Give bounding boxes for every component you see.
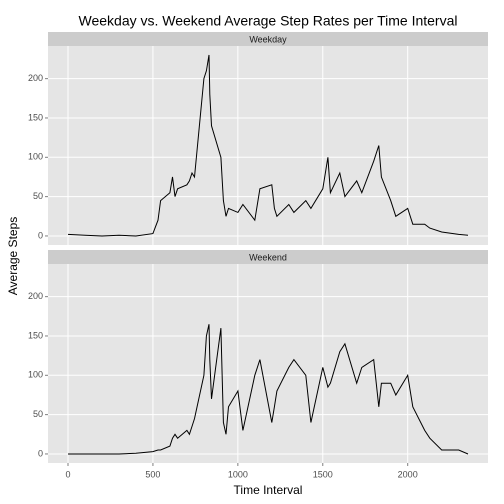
y-tick-label: 0 xyxy=(38,448,43,458)
y-tick-label: 150 xyxy=(28,330,43,340)
x-tick-label: 1500 xyxy=(313,469,333,479)
strip xyxy=(48,32,488,46)
y-tick-label: 100 xyxy=(28,370,43,380)
x-tick-label: 0 xyxy=(65,469,70,479)
y-tick-label: 50 xyxy=(33,191,43,201)
y-tick-label: 200 xyxy=(28,73,43,83)
y-tick-label: 100 xyxy=(28,152,43,162)
x-tick-label: 1000 xyxy=(228,469,248,479)
y-axis-label: Average Steps xyxy=(6,217,20,296)
strip-label: Weekend xyxy=(249,252,287,262)
panel xyxy=(48,264,488,463)
strip xyxy=(48,250,488,264)
strip-label: Weekday xyxy=(249,34,287,44)
y-tick-label: 150 xyxy=(28,112,43,122)
line xyxy=(67,54,469,237)
y-tick-label: 200 xyxy=(28,291,43,301)
y-tick-label: 0 xyxy=(38,230,43,240)
x-axis-label: Time Interval xyxy=(234,483,303,497)
panel xyxy=(48,46,488,245)
line xyxy=(68,324,469,455)
chart-title: Weekday vs. Weekend Average Step Rates p… xyxy=(79,13,458,29)
x-tick-label: 500 xyxy=(145,469,160,479)
x-tick-label: 2000 xyxy=(398,469,418,479)
y-tick-label: 50 xyxy=(33,409,43,419)
